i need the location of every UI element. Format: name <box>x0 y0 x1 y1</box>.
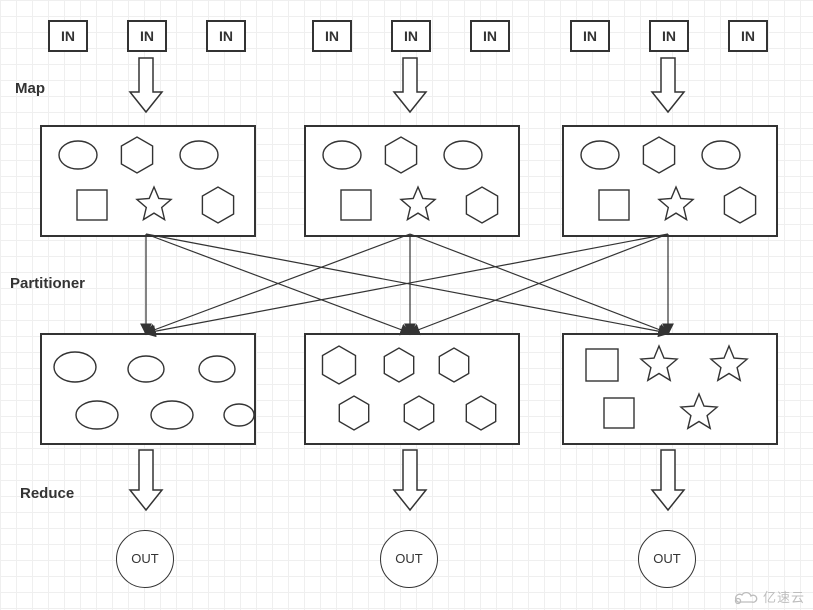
out-circle: OUT <box>638 530 696 588</box>
partition-arrow <box>146 234 668 333</box>
partition-box <box>304 333 520 445</box>
partition-box <box>562 333 778 445</box>
map-box <box>304 125 520 237</box>
in-box: IN <box>391 20 431 52</box>
in-box: IN <box>206 20 246 52</box>
partition-box <box>40 333 256 445</box>
map-shapes <box>42 127 254 235</box>
label-map: Map <box>15 80 45 97</box>
partition-arrow <box>410 234 668 333</box>
in-box: IN <box>127 20 167 52</box>
fat-arrow-icon <box>652 58 684 112</box>
partition-shapes <box>564 335 776 443</box>
label-reduce: Reduce <box>20 485 74 502</box>
map-box <box>40 125 256 237</box>
in-box: IN <box>470 20 510 52</box>
watermark: 亿速云 <box>734 587 805 606</box>
fat-arrow-icon <box>130 450 162 510</box>
partition-shapes <box>42 335 254 443</box>
map-shapes <box>306 127 518 235</box>
fat-arrow-icon <box>394 58 426 112</box>
in-box: IN <box>649 20 689 52</box>
partition-shapes <box>306 335 518 443</box>
in-box: IN <box>570 20 610 52</box>
fat-arrow-icon <box>130 58 162 112</box>
partition-arrow <box>146 234 410 333</box>
in-box: IN <box>48 20 88 52</box>
out-circle: OUT <box>380 530 438 588</box>
fat-arrow-icon <box>394 450 426 510</box>
out-circle: OUT <box>116 530 174 588</box>
in-box: IN <box>312 20 352 52</box>
fat-arrow-icon <box>652 450 684 510</box>
partition-arrow <box>410 234 668 333</box>
partition-arrow <box>146 234 668 333</box>
label-partitioner: Partitioner <box>10 275 85 292</box>
cloud-icon <box>734 589 760 605</box>
watermark-text: 亿速云 <box>763 587 805 606</box>
map-box <box>562 125 778 237</box>
in-box: IN <box>728 20 768 52</box>
partition-arrow <box>146 234 410 333</box>
map-shapes <box>564 127 776 235</box>
arrows-layer <box>0 0 813 610</box>
